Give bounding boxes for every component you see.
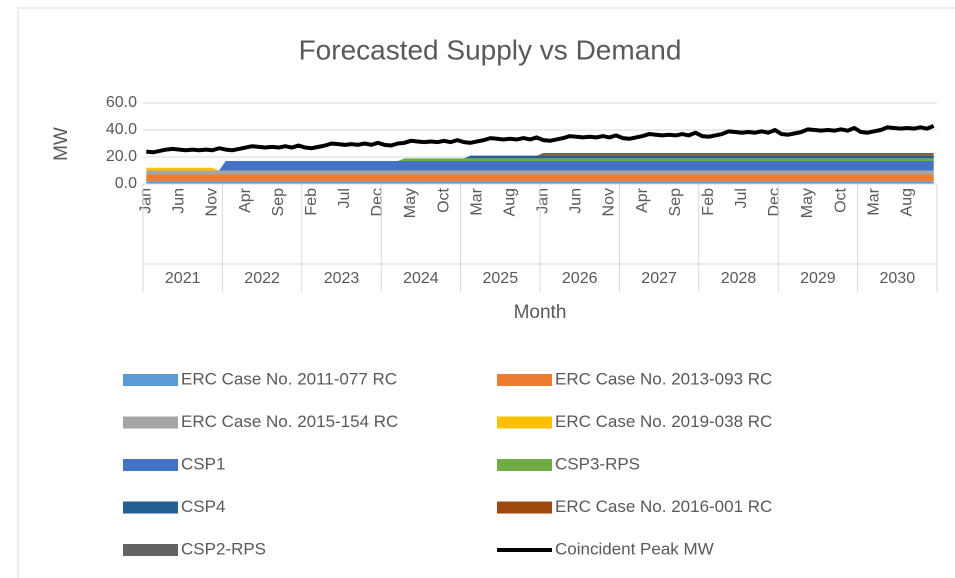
legend-label: CSP4 <box>181 497 225 516</box>
x-tick-label: May <box>402 188 419 218</box>
legend-swatch <box>123 374 178 386</box>
x-tick-label: Dec <box>766 188 783 216</box>
x-tick-label: Jul <box>336 188 353 208</box>
x-tick-label: Jan <box>535 188 552 214</box>
year-label: 2028 <box>721 270 757 287</box>
chart-title: Forecasted Supply vs Demand <box>299 34 682 65</box>
year-label: 2021 <box>165 270 201 287</box>
year-label: 2026 <box>562 270 598 287</box>
legend-label: ERC Case No. 2011-077 RC <box>181 369 397 388</box>
year-label: 2030 <box>880 270 916 287</box>
y-tick-label: 40.0 <box>106 121 137 138</box>
year-label: 2027 <box>641 270 677 287</box>
legend-swatch <box>497 374 552 386</box>
y-tick-label: 20.0 <box>106 148 137 165</box>
area <box>146 155 934 171</box>
area <box>146 161 934 171</box>
x-tick-label: Oct <box>832 187 849 212</box>
year-label: 2024 <box>403 270 439 287</box>
legend-label: ERC Case No. 2016-001 RC <box>555 497 772 516</box>
legend-swatch <box>123 416 178 429</box>
legend-label: ERC Case No. 2013-093 RC <box>555 369 772 388</box>
x-tick-label: Jun <box>568 188 585 214</box>
legend-swatch <box>123 459 178 471</box>
x-tick-label: Apr <box>634 187 651 213</box>
x-axis-title: Month <box>514 302 567 323</box>
y-tick-label: 60.0 <box>106 94 137 111</box>
x-tick-label: Nov <box>204 188 221 216</box>
legend-label: Coincident Peak MW <box>555 539 714 558</box>
legend-label: ERC Case No. 2019-038 RC <box>555 412 772 431</box>
x-tick-label: Apr <box>237 187 254 213</box>
legend-swatch <box>497 459 552 471</box>
area <box>146 181 934 184</box>
chart-frame <box>17 7 955 578</box>
area <box>146 174 934 182</box>
legend-swatch <box>123 544 178 556</box>
x-tick-label: Dec <box>369 188 386 216</box>
area <box>146 170 934 175</box>
x-tick-label: Sep <box>667 188 684 217</box>
year-label: 2022 <box>244 270 280 287</box>
x-tick-label: Sep <box>270 188 287 217</box>
x-tick-label: Oct <box>435 187 452 212</box>
x-tick-label: Nov <box>601 188 618 216</box>
year-label: 2023 <box>324 270 360 287</box>
legend-swatch <box>497 416 552 429</box>
legend-label: CSP1 <box>181 454 225 473</box>
legend-label: CSP3-RPS <box>555 454 640 473</box>
y-tick-label: 0.0 <box>115 175 137 192</box>
legend-label: ERC Case No. 2015-154 RC <box>181 412 398 431</box>
line <box>146 124 935 155</box>
x-tick-label: Feb <box>700 188 717 216</box>
area <box>146 158 934 171</box>
x-tick-label: Mar <box>865 187 882 215</box>
x-tick-label: May <box>799 188 816 218</box>
x-tick-label: Feb <box>303 188 320 216</box>
x-tick-label: Aug <box>898 188 915 216</box>
x-tick-label: Jan <box>138 188 155 214</box>
x-tick-label: Jun <box>171 188 188 214</box>
x-tick-label: Aug <box>501 188 518 216</box>
x-tick-label: Jul <box>733 188 750 208</box>
legend-swatch <box>123 501 178 514</box>
year-label: 2025 <box>483 270 519 287</box>
legend-label: CSP2-RPS <box>181 539 266 558</box>
legend-swatch <box>497 501 552 514</box>
year-label: 2029 <box>800 270 836 287</box>
x-tick-label: Mar <box>468 187 485 215</box>
y-axis-title: MW <box>51 127 72 161</box>
